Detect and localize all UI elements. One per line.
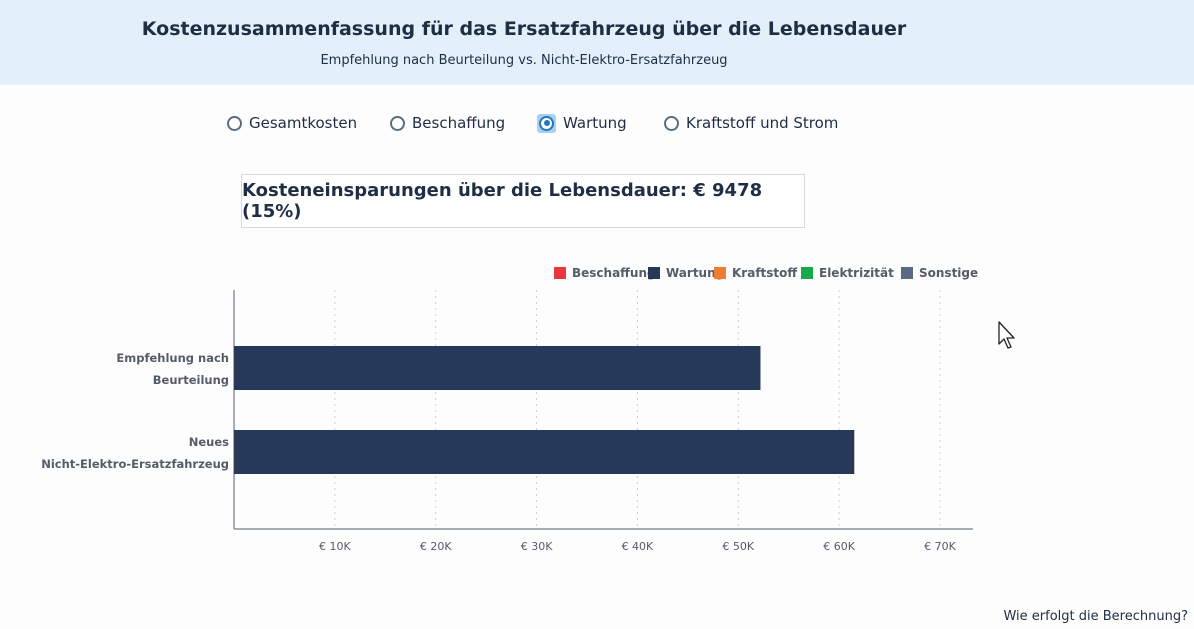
bar-wartung	[234, 346, 761, 390]
x-tick-label: € 40K	[622, 540, 654, 553]
legend-swatch	[714, 267, 726, 279]
legend-label: Sonstige	[919, 266, 979, 280]
radio-beschaffung[interactable]: Beschaffung	[390, 112, 505, 134]
legend-label: Beschaffung	[572, 266, 656, 280]
radio-wartung[interactable]: Wartung	[537, 112, 627, 134]
x-tick-label: € 50K	[722, 540, 754, 553]
legend-item-sonstige: Sonstige	[901, 266, 978, 280]
cost-category-radio-group: Gesamtkosten Beschaffung Wartung Kraftst…	[0, 112, 1194, 134]
x-tick-label: € 70K	[924, 540, 956, 553]
legend-item-beschaffung: Beschaffung	[554, 266, 656, 280]
radio-circle-icon[interactable]	[227, 115, 242, 131]
radio-label: Kraftstoff und Strom	[686, 114, 839, 132]
calculation-info-link[interactable]: Wie erfolgt die Berechnung?	[1003, 609, 1188, 624]
radio-selected-icon[interactable]	[539, 115, 554, 131]
chart-legend: Beschaffung Wartung Kraftstoff Elektrizi…	[0, 266, 1194, 282]
legend-item-wartung: Wartung	[648, 266, 724, 280]
legend-item-kraftstoff: Kraftstoff	[714, 266, 797, 280]
legend-item-elektrizitaet: Elektrizität	[801, 266, 894, 280]
legend-swatch	[554, 267, 566, 279]
mouse-cursor-icon	[998, 321, 1015, 349]
radio-kraftstoff-und-strom[interactable]: Kraftstoff und Strom	[664, 112, 838, 134]
x-tick-label: € 30K	[521, 540, 553, 553]
bar-wartung	[234, 430, 855, 474]
savings-summary-box: Kosteneinsparungen über die Lebensdauer:…	[241, 174, 805, 228]
page-subtitle: Empfehlung nach Beurteilung vs. Nicht-El…	[320, 53, 728, 68]
x-tick-label: € 20K	[420, 540, 452, 553]
radio-focus-ring	[537, 113, 556, 133]
x-tick-label: € 10K	[319, 540, 351, 553]
legend-label: Wartung	[666, 266, 725, 280]
radio-label: Wartung	[563, 114, 627, 132]
legend-label: Kraftstoff	[732, 266, 798, 280]
legend-swatch	[801, 267, 813, 279]
radio-circle-icon[interactable]	[390, 115, 405, 131]
radio-label: Gesamtkosten	[249, 114, 358, 132]
category-label: Empfehlung nach	[116, 351, 229, 365]
category-label: Beurteilung	[153, 373, 229, 387]
radio-circle-icon[interactable]	[664, 115, 679, 131]
category-label: Nicht-Elektro-Ersatzfahrzeug	[41, 457, 229, 471]
header-banner: Kostenzusammenfassung für das Ersatzfahr…	[0, 0, 1194, 85]
radio-label: Beschaffung	[412, 114, 506, 132]
legend-label: Elektrizität	[819, 266, 894, 280]
category-label: Neues	[189, 435, 229, 449]
page-title: Kostenzusammenfassung für das Ersatzfahr…	[141, 18, 907, 40]
radio-gesamtkosten[interactable]: Gesamtkosten	[227, 112, 357, 134]
x-tick-label: € 60K	[823, 540, 855, 553]
legend-swatch	[901, 267, 913, 279]
savings-text: Kosteneinsparungen über die Lebensdauer:…	[242, 180, 763, 222]
legend-swatch	[648, 267, 660, 279]
